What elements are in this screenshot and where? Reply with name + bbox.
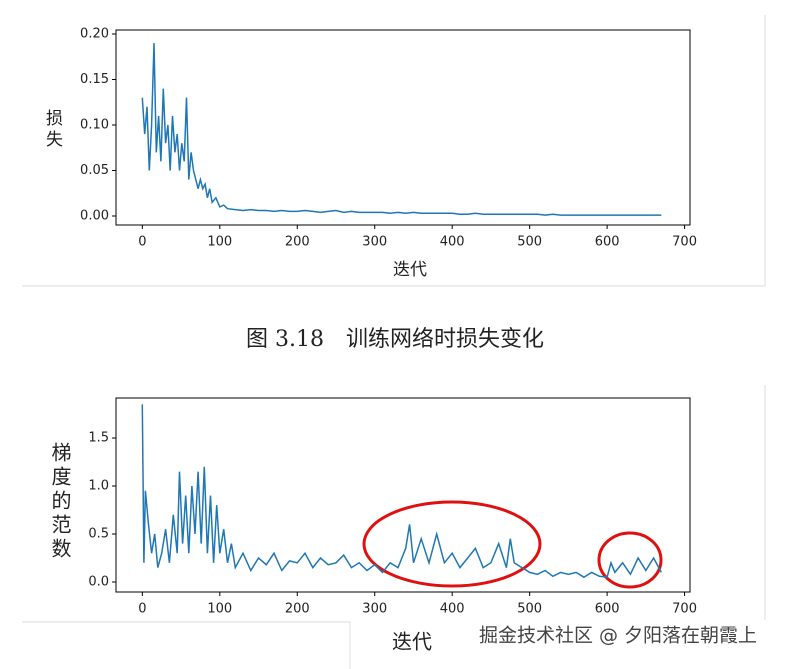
y-axis-label: 损失	[42, 109, 63, 151]
x-tick-label: 300	[362, 235, 387, 250]
x-tick-label: 700	[672, 235, 697, 250]
y-tick-label: 0.0	[88, 575, 109, 590]
y-tick-label: 0.10	[80, 117, 109, 132]
x-tick-label: 300	[362, 602, 387, 617]
highlight-circle	[597, 531, 663, 589]
plot-frame	[115, 397, 691, 593]
x-tick-label: 400	[440, 602, 465, 617]
x-tick-label: 100	[207, 235, 232, 250]
x-tick-label: 500	[517, 602, 542, 617]
x-tick-label: 600	[595, 602, 620, 617]
highlight-circle	[362, 500, 542, 588]
x-tick-label: 200	[285, 235, 310, 250]
x-tick-label: 500	[517, 235, 542, 250]
x-tick-label: 700	[672, 602, 697, 617]
x-tick-label: 100	[207, 602, 232, 617]
frame	[22, 15, 766, 669]
x-tick-label: 200	[285, 602, 310, 617]
y-tick-label: 0.20	[80, 27, 109, 42]
y-tick-label: 1.5	[88, 431, 109, 446]
caption: 图 3.18 训练网络时损失变化	[246, 327, 544, 352]
x-tick-label: 400	[440, 235, 465, 250]
x-tick-label: 0	[138, 602, 146, 617]
x-axis-label: 迭代	[392, 630, 432, 654]
y-tick-label: 1.0	[88, 479, 109, 494]
plot-frame	[115, 29, 691, 226]
y-tick-label: 0.15	[80, 72, 109, 87]
line	[141, 43, 662, 216]
watermark: 掘金技术社区 @ 夕阳落在朝霞上	[479, 625, 757, 647]
x-axis-label: 迭代	[393, 260, 427, 280]
y-tick-label: 0.00	[80, 208, 109, 223]
y-tick-label: 0.05	[80, 163, 109, 178]
y-tick-label: 0.5	[88, 527, 109, 542]
y-axis-label: 梯度的范数	[48, 442, 72, 562]
x-tick-label: 0	[138, 235, 146, 250]
x-tick-label: 600	[595, 235, 620, 250]
line	[141, 404, 662, 579]
